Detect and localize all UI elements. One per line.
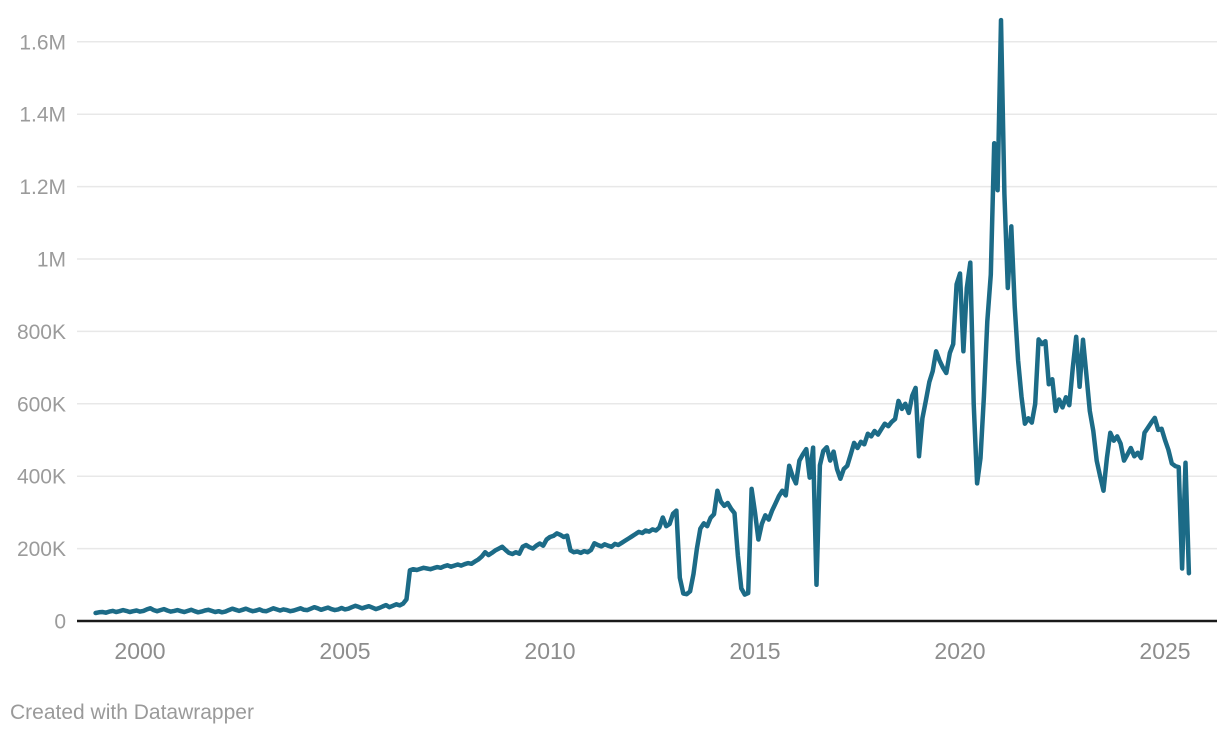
datawrapper-credit: Created with Datawrapper: [10, 701, 254, 724]
x-tick-label: 2000: [114, 638, 165, 664]
y-tick-label: 1.4M: [19, 104, 66, 127]
y-tick-label: 1.6M: [19, 31, 66, 54]
y-tick-label: 1M: [37, 249, 66, 272]
gridlines: [77, 41, 1217, 550]
x-axis-labels: 2000 2005 2010 2015 2020 2025: [114, 638, 1190, 664]
y-tick-label: 200K: [17, 538, 66, 561]
y-axis-labels: 0 200K 400K 600K 800K 1M 1.2M 1.4M 1.6M: [17, 31, 66, 633]
x-tick-label: 2015: [729, 638, 780, 664]
y-tick-label: 600K: [17, 393, 66, 416]
x-tick-label: 2025: [1139, 638, 1190, 664]
x-tick-label: 2010: [524, 638, 575, 664]
x-tick-label: 2020: [934, 638, 985, 664]
y-tick-label: 400K: [17, 466, 66, 489]
x-tick-label: 2005: [319, 638, 370, 664]
y-tick-label: 1.2M: [19, 176, 66, 199]
data-line-series: [93, 17, 1192, 616]
data-line: [93, 17, 1192, 616]
y-tick-label: 800K: [17, 321, 66, 344]
y-tick-label: 0: [54, 611, 66, 634]
